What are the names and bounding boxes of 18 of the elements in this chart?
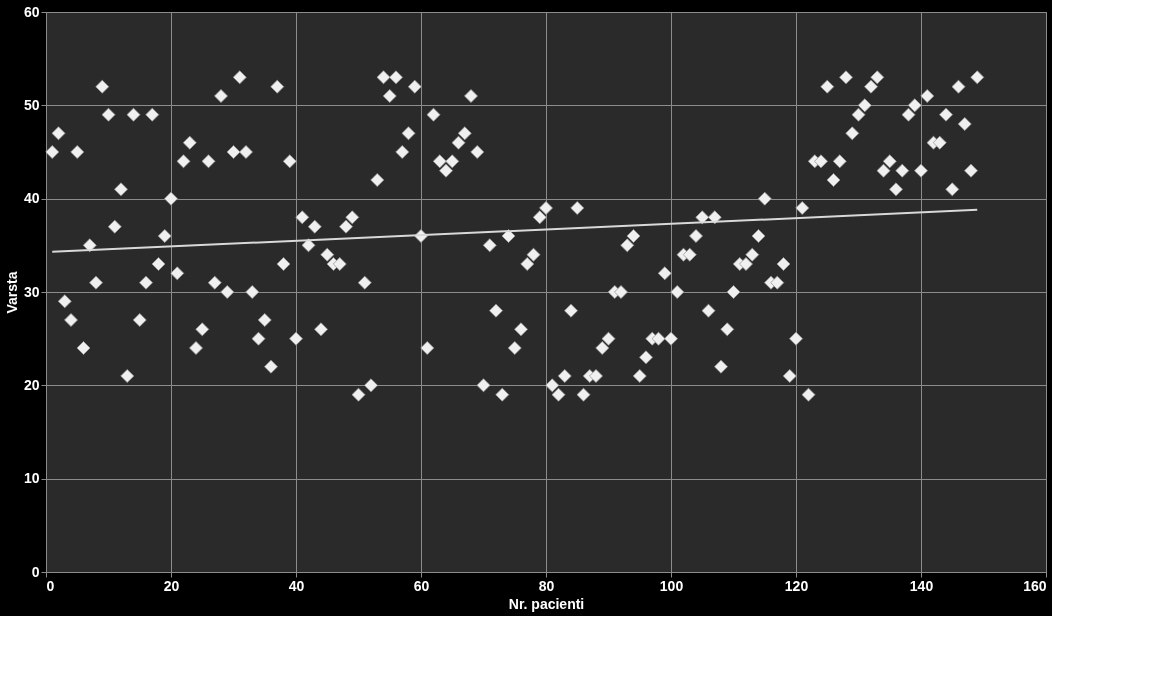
x-tick-label: 120 bbox=[784, 577, 809, 594]
x-tick-label: 100 bbox=[659, 577, 684, 594]
y-tick-label: 40 bbox=[23, 190, 40, 207]
y-tick-label: 60 bbox=[23, 3, 40, 20]
y-tick-label: 30 bbox=[23, 283, 40, 300]
x-tick-label: 60 bbox=[413, 577, 430, 594]
x-tick-label: 140 bbox=[909, 577, 934, 594]
x-tick-label: 80 bbox=[538, 577, 555, 594]
y-axis-title: Varsta bbox=[3, 271, 20, 314]
y-tick-label: 0 bbox=[31, 563, 40, 580]
x-tick-label: 0 bbox=[46, 577, 55, 594]
y-tick-label: 20 bbox=[23, 376, 40, 393]
x-tick-label: 40 bbox=[288, 577, 305, 594]
y-tick-label: 50 bbox=[23, 96, 40, 113]
y-tick-label: 10 bbox=[23, 470, 40, 487]
x-tick-label: 160 bbox=[1023, 577, 1047, 594]
x-axis-title: Nr. pacienti bbox=[508, 595, 585, 612]
x-tick-label: 20 bbox=[163, 577, 180, 594]
